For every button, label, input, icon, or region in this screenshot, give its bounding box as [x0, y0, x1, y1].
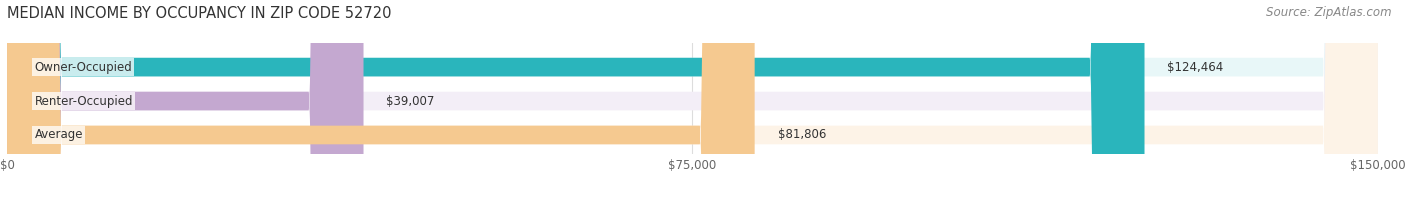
FancyBboxPatch shape — [7, 0, 364, 197]
Text: $124,464: $124,464 — [1167, 61, 1223, 74]
Text: Source: ZipAtlas.com: Source: ZipAtlas.com — [1267, 6, 1392, 19]
Text: Renter-Occupied: Renter-Occupied — [34, 95, 134, 108]
Text: $81,806: $81,806 — [778, 128, 825, 141]
FancyBboxPatch shape — [7, 0, 755, 197]
FancyBboxPatch shape — [7, 0, 1144, 197]
Text: $39,007: $39,007 — [387, 95, 434, 108]
Text: MEDIAN INCOME BY OCCUPANCY IN ZIP CODE 52720: MEDIAN INCOME BY OCCUPANCY IN ZIP CODE 5… — [7, 6, 391, 21]
FancyBboxPatch shape — [7, 0, 1378, 197]
FancyBboxPatch shape — [7, 0, 1378, 197]
FancyBboxPatch shape — [7, 0, 1378, 197]
Text: Owner-Occupied: Owner-Occupied — [34, 61, 132, 74]
Text: Average: Average — [34, 128, 83, 141]
